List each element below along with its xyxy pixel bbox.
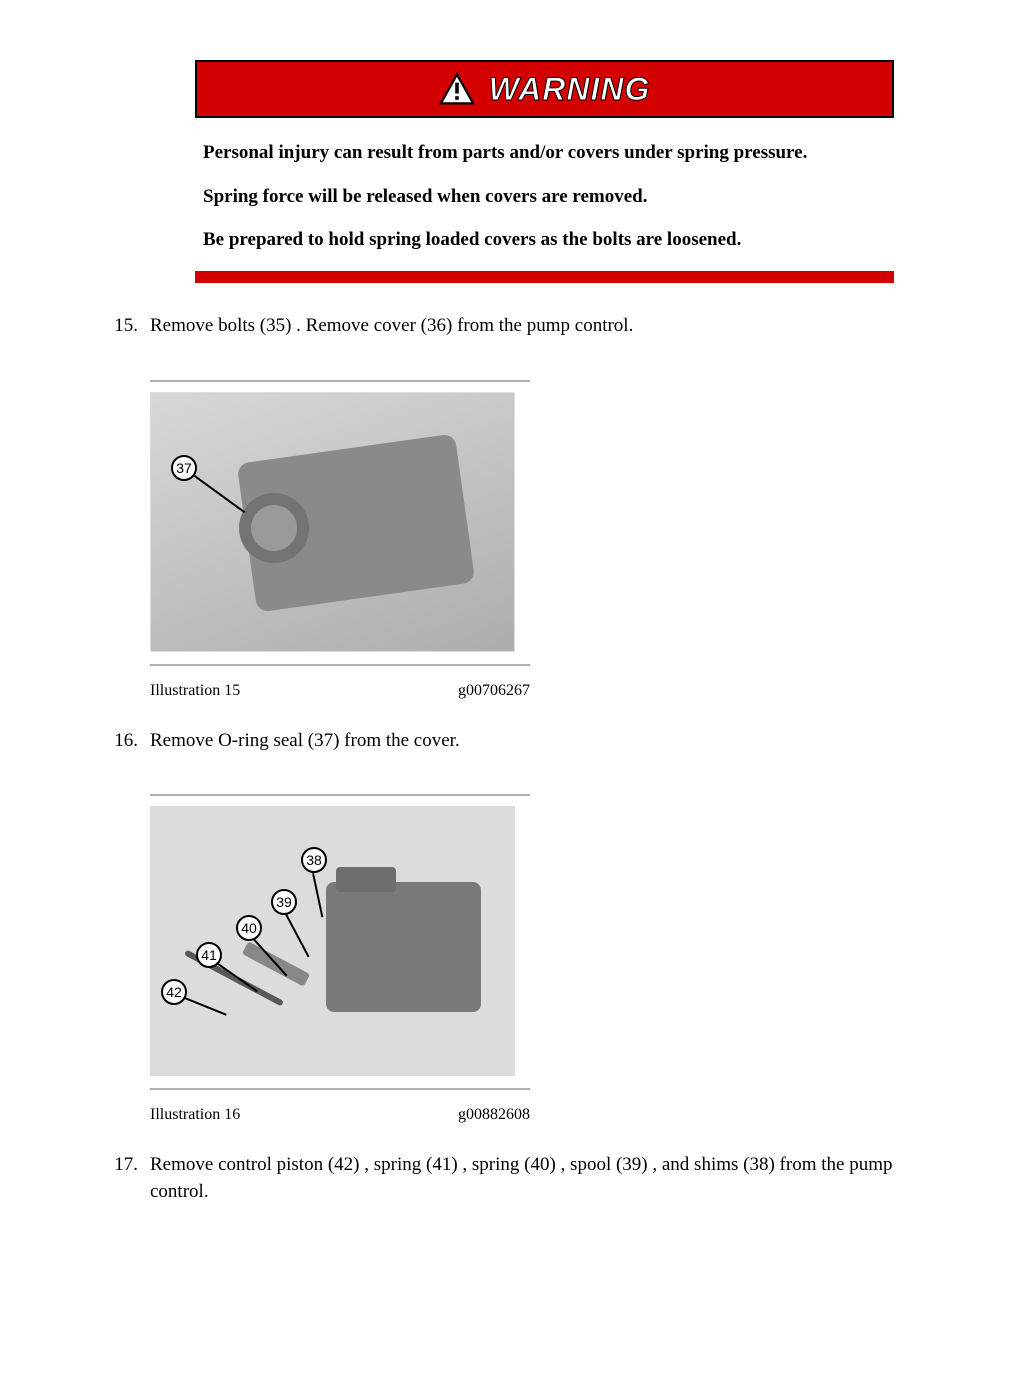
illustration-caption-left: Illustration 15 xyxy=(150,682,458,700)
warning-divider xyxy=(195,271,894,283)
step-17: 17. Remove control piston (42) , spring … xyxy=(110,1152,914,1205)
illustration-top-rule xyxy=(150,380,530,382)
illustration-bottom-rule xyxy=(150,664,530,666)
warning-block: WARNING Personal injury can result from … xyxy=(195,60,894,283)
callout-40: 40 xyxy=(236,915,262,941)
step-16: 16. Remove O-ring seal (37) from the cov… xyxy=(110,728,914,755)
warning-triangle-icon xyxy=(439,72,475,106)
warning-banner: WARNING xyxy=(195,60,894,118)
illustration-16-photo: 38 39 40 41 42 xyxy=(150,806,515,1076)
illustration-15-photo: 37 xyxy=(150,392,515,652)
illustration-top-rule xyxy=(150,794,530,796)
step-text: Remove bolts (35) . Remove cover (36) fr… xyxy=(150,313,914,340)
callout-38: 38 xyxy=(301,847,327,873)
illustration-16-block: 38 39 40 41 42 Illustration 16 g00882608 xyxy=(150,794,934,1124)
callout-42: 42 xyxy=(161,979,187,1005)
step-number: 16. xyxy=(110,728,150,755)
warning-body: Personal injury can result from parts an… xyxy=(195,118,894,253)
step-number: 15. xyxy=(110,313,150,340)
illustration-16-caption: Illustration 16 g00882608 xyxy=(150,1100,530,1124)
callout-39: 39 xyxy=(271,889,297,915)
illustration-caption-right: g00706267 xyxy=(458,682,530,700)
warning-paragraph: Personal injury can result from parts an… xyxy=(203,140,886,166)
warning-label: WARNING xyxy=(489,71,651,108)
step-text: Remove control piston (42) , spring (41)… xyxy=(150,1152,914,1205)
step-number: 17. xyxy=(110,1152,150,1205)
illustration-15-block: 37 Illustration 15 g00706267 xyxy=(150,380,934,700)
warning-paragraph: Spring force will be released when cover… xyxy=(203,184,886,210)
warning-paragraph: Be prepared to hold spring loaded covers… xyxy=(203,227,886,253)
illustration-caption-left: Illustration 16 xyxy=(150,1106,458,1124)
illustration-caption-right: g00882608 xyxy=(458,1106,530,1124)
illustration-15-caption: Illustration 15 g00706267 xyxy=(150,676,530,700)
step-text: Remove O-ring seal (37) from the cover. xyxy=(150,728,914,755)
illustration-bottom-rule xyxy=(150,1088,530,1090)
step-15: 15. Remove bolts (35) . Remove cover (36… xyxy=(110,313,914,340)
